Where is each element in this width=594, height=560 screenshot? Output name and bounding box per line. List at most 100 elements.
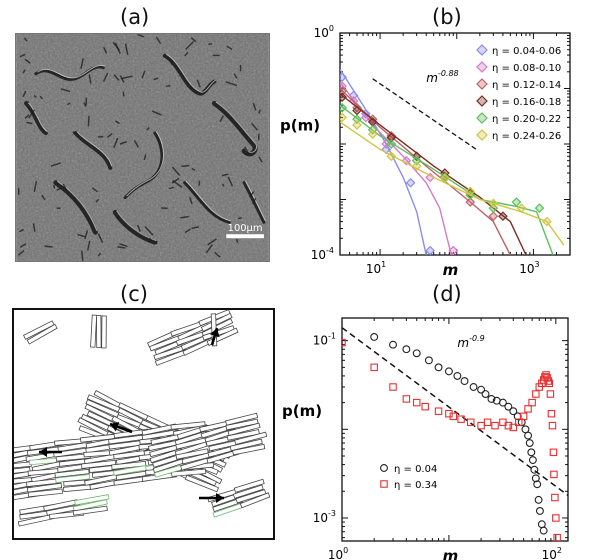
data-point-series-4 bbox=[340, 102, 347, 113]
legend-label-series-4: η = 0.20-0.22 bbox=[492, 114, 561, 125]
data-point-series-5 bbox=[516, 203, 527, 213]
legend-marker-series-1 bbox=[476, 61, 488, 73]
data-point-series-1 bbox=[547, 409, 556, 418]
crack-highlight bbox=[27, 101, 48, 133]
pore bbox=[72, 131, 76, 135]
pore bbox=[52, 185, 56, 189]
legend-marker-series-3 bbox=[476, 95, 488, 107]
rod bbox=[96, 315, 102, 348]
pore bbox=[198, 180, 201, 186]
data-point-series-0 bbox=[509, 407, 518, 416]
pore bbox=[86, 240, 91, 251]
data-point-series-0 bbox=[405, 177, 416, 188]
data-point-series-1 bbox=[389, 383, 397, 391]
pore bbox=[227, 176, 234, 187]
pore bbox=[225, 81, 238, 87]
data-point-series-0 bbox=[534, 495, 543, 504]
plot-frame-d bbox=[341, 317, 569, 542]
data-point-series-1 bbox=[370, 363, 378, 372]
data-point-series-1 bbox=[528, 398, 536, 407]
data-point-series-0 bbox=[498, 398, 507, 407]
pore bbox=[137, 34, 145, 38]
pore bbox=[87, 115, 90, 127]
pore bbox=[143, 154, 147, 161]
pore bbox=[151, 110, 162, 116]
data-point-series-0 bbox=[460, 377, 469, 386]
plot-area-d bbox=[342, 327, 568, 541]
slope-annotation-b: m-0.88 bbox=[426, 69, 458, 85]
reference-slope-line bbox=[372, 78, 477, 150]
pore bbox=[41, 194, 46, 201]
pore bbox=[97, 233, 104, 243]
rod bbox=[170, 421, 206, 430]
pore bbox=[171, 177, 180, 184]
pore bbox=[133, 140, 140, 148]
data-point-series-0 bbox=[525, 439, 534, 447]
crack bbox=[73, 131, 113, 170]
data-point-series-0 bbox=[340, 72, 347, 83]
pore bbox=[124, 43, 129, 55]
pore bbox=[77, 233, 86, 238]
rod bbox=[239, 492, 271, 509]
pore bbox=[249, 191, 255, 198]
rod bbox=[171, 468, 207, 477]
data-point-series-0 bbox=[504, 402, 513, 411]
x-axis-label: m bbox=[443, 547, 459, 560]
scale-bar-label: 100µm bbox=[228, 223, 263, 234]
data-point-series-0 bbox=[524, 431, 533, 440]
legend-marker-series-0 bbox=[476, 44, 488, 56]
rod bbox=[74, 494, 110, 506]
data-point-series-1 bbox=[491, 421, 499, 430]
data-point-series-0 bbox=[469, 383, 478, 391]
panel-label-d: (d) bbox=[432, 282, 462, 306]
rod bbox=[234, 431, 268, 445]
power-law-fit-line bbox=[342, 327, 568, 496]
pore bbox=[23, 37, 28, 42]
rod bbox=[90, 314, 98, 348]
scale-bar bbox=[226, 234, 264, 239]
data-point-series-1 bbox=[477, 421, 485, 430]
data-point-series-4 bbox=[534, 203, 545, 213]
data-point-series-5 bbox=[465, 186, 476, 197]
data-point-series-1 bbox=[546, 390, 555, 398]
data-point-series-5 bbox=[340, 112, 347, 123]
pore bbox=[172, 179, 183, 188]
pore bbox=[221, 173, 229, 177]
data-point-series-1 bbox=[504, 421, 513, 430]
pore bbox=[196, 79, 201, 88]
data-point-series-1 bbox=[412, 398, 421, 407]
legend-label-series-3: η = 0.16-0.18 bbox=[492, 97, 561, 108]
data-point-series-1 bbox=[552, 514, 560, 522]
pore bbox=[22, 90, 27, 98]
pore bbox=[233, 73, 238, 79]
pore bbox=[25, 100, 30, 104]
data-point-series-1 bbox=[551, 493, 559, 502]
crack bbox=[24, 101, 48, 136]
pore bbox=[184, 51, 189, 57]
pore bbox=[184, 228, 191, 234]
x-axis-label: m bbox=[443, 261, 459, 279]
data-point-series-1 bbox=[548, 421, 557, 430]
pore bbox=[106, 132, 113, 138]
fit-curve-series-0 bbox=[340, 69, 427, 255]
data-point-series-1 bbox=[545, 379, 554, 388]
crack bbox=[34, 65, 105, 81]
data-point-series-4 bbox=[386, 139, 397, 149]
pore bbox=[185, 40, 195, 50]
data-point-series-0 bbox=[412, 349, 421, 358]
rod bbox=[23, 320, 55, 340]
pore bbox=[168, 186, 174, 190]
crack bbox=[183, 181, 231, 224]
pore bbox=[119, 140, 128, 145]
data-point-series-4 bbox=[352, 114, 362, 125]
pore bbox=[237, 217, 242, 220]
pore bbox=[113, 74, 120, 81]
data-point-series-1 bbox=[544, 377, 553, 385]
pore bbox=[17, 249, 25, 256]
pore bbox=[91, 187, 99, 193]
rod bbox=[81, 459, 117, 469]
panel-label-a: (a) bbox=[120, 5, 150, 29]
crack-highlight bbox=[37, 64, 106, 79]
crack-highlight bbox=[166, 53, 217, 93]
micrograph-cracks bbox=[17, 34, 266, 261]
